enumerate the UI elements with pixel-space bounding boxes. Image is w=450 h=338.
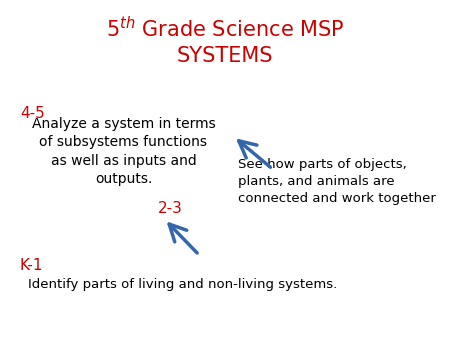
Text: 4-5: 4-5 xyxy=(20,106,45,121)
Text: K-1: K-1 xyxy=(20,258,43,273)
Text: Identify parts of living and non-living systems.: Identify parts of living and non-living … xyxy=(28,278,338,291)
Text: 2-3: 2-3 xyxy=(158,201,183,216)
Text: $5^{th}$ Grade Science MSP: $5^{th}$ Grade Science MSP xyxy=(106,17,344,42)
Text: See how parts of objects,
plants, and animals are
connected and work together: See how parts of objects, plants, and an… xyxy=(238,158,436,204)
Text: SYSTEMS: SYSTEMS xyxy=(177,46,273,66)
Text: Analyze a system in terms
of subsystems functions
as well as inputs and
outputs.: Analyze a system in terms of subsystems … xyxy=(32,117,216,186)
